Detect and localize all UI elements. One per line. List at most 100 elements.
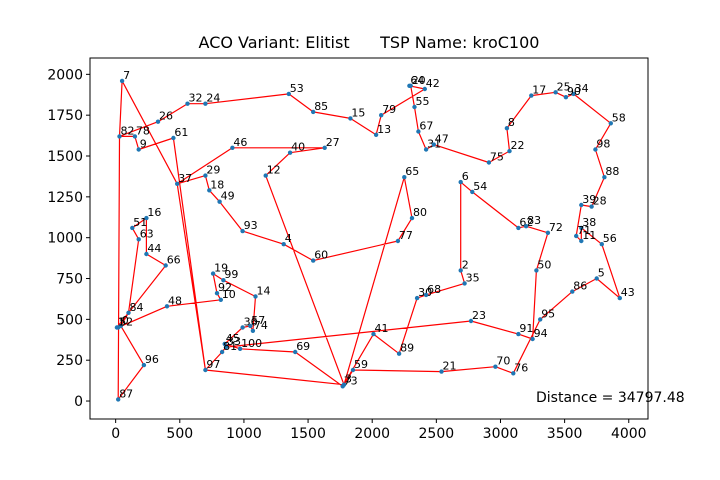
city-label-43: 43 xyxy=(621,286,635,299)
city-label-83: 83 xyxy=(527,214,541,227)
city-label-20: 20 xyxy=(412,74,426,87)
city-label-10: 10 xyxy=(222,288,236,301)
city-label-87: 87 xyxy=(119,387,133,400)
city-node-24 xyxy=(203,101,208,106)
city-label-7: 7 xyxy=(123,69,130,82)
city-node-75 xyxy=(486,160,492,165)
city-node-38 xyxy=(579,225,584,231)
city-node-61 xyxy=(171,135,176,141)
city-node-44 xyxy=(144,251,149,257)
city-label-48: 48 xyxy=(168,294,182,307)
city-label-34: 34 xyxy=(575,82,589,95)
city-node-10 xyxy=(218,297,223,302)
city-node-65 xyxy=(402,175,407,180)
city-node-12 xyxy=(263,173,268,178)
city-label-42: 42 xyxy=(426,77,440,90)
city-node-14 xyxy=(253,294,258,299)
city-label-9: 9 xyxy=(140,138,147,151)
city-node-22 xyxy=(507,148,512,154)
city-node-95 xyxy=(538,317,543,322)
x-tick-label-4000: 4000 xyxy=(611,426,647,442)
city-node-89 xyxy=(396,351,402,356)
city-label-41: 41 xyxy=(375,322,389,335)
city-node-91 xyxy=(516,331,521,337)
city-label-32: 32 xyxy=(189,92,203,105)
city-label-82: 82 xyxy=(121,124,135,137)
city-label-14: 14 xyxy=(257,285,271,298)
city-label-12: 12 xyxy=(267,164,281,177)
city-label-55: 55 xyxy=(416,95,430,108)
city-node-23 xyxy=(468,318,474,324)
city-node-71 xyxy=(574,233,579,239)
y-tick-label-500: 500 xyxy=(56,312,83,328)
city-label-0: 0 xyxy=(122,314,129,327)
city-node-51 xyxy=(130,225,135,231)
city-node-29 xyxy=(203,173,208,178)
city-label-49: 49 xyxy=(221,190,235,203)
y-tick-label-250: 250 xyxy=(56,353,83,369)
city-node-78 xyxy=(132,134,138,139)
y-tick-label-1250: 1250 xyxy=(47,190,83,206)
city-node-94 xyxy=(530,336,535,342)
city-label-91: 91 xyxy=(519,322,533,335)
city-node-26 xyxy=(155,119,161,124)
city-node-62 xyxy=(516,225,521,231)
city-node-41 xyxy=(371,331,376,337)
city-label-8: 8 xyxy=(508,116,515,129)
city-label-62: 62 xyxy=(519,216,533,229)
x-tick-label-0: 0 xyxy=(111,426,120,442)
city-node-27 xyxy=(322,145,327,150)
city-label-17: 17 xyxy=(532,84,546,97)
city-label-79: 79 xyxy=(382,103,396,116)
city-node-74 xyxy=(250,328,256,333)
city-label-51: 51 xyxy=(133,216,147,229)
city-label-67: 67 xyxy=(419,120,433,133)
city-label-58: 58 xyxy=(612,111,626,124)
chart-title: ACO Variant: Elitist TSP Name: kroC100 xyxy=(199,33,540,52)
city-label-57: 57 xyxy=(251,314,265,327)
city-node-35 xyxy=(462,281,467,286)
city-node-60 xyxy=(311,258,316,263)
city-label-78: 78 xyxy=(136,124,150,137)
city-node-79 xyxy=(379,113,384,118)
city-label-95: 95 xyxy=(541,307,555,320)
city-node-77 xyxy=(395,238,401,244)
city-node-55 xyxy=(412,104,417,110)
city-node-66 xyxy=(163,263,168,268)
city-label-3: 3 xyxy=(345,373,352,386)
city-label-71: 71 xyxy=(577,224,591,237)
city-label-16: 16 xyxy=(147,206,161,219)
city-label-65: 65 xyxy=(405,165,419,178)
city-node-48 xyxy=(164,304,170,309)
city-label-53: 53 xyxy=(290,82,304,95)
city-label-93: 93 xyxy=(244,219,258,232)
city-node-16 xyxy=(144,215,149,221)
y-tick-label-1500: 1500 xyxy=(47,149,83,165)
city-label-60: 60 xyxy=(314,249,328,262)
city-label-38: 38 xyxy=(582,216,596,229)
city-node-83 xyxy=(523,224,529,229)
city-label-47: 47 xyxy=(435,133,449,146)
city-node-90 xyxy=(563,95,569,100)
city-node-32 xyxy=(185,101,190,106)
axes-frame xyxy=(89,57,649,420)
city-label-84: 84 xyxy=(130,301,144,314)
city-node-47 xyxy=(431,142,436,147)
city-label-33: 33 xyxy=(227,335,241,348)
city-label-99: 99 xyxy=(224,268,238,281)
city-node-8 xyxy=(504,126,510,131)
city-node-2 xyxy=(458,268,463,273)
city-node-68 xyxy=(423,292,429,298)
y-tick-label-1750: 1750 xyxy=(47,108,83,124)
city-label-88: 88 xyxy=(605,165,619,178)
city-node-73 xyxy=(340,384,345,389)
city-node-43 xyxy=(617,295,622,301)
city-node-21 xyxy=(439,369,444,374)
city-label-22: 22 xyxy=(511,139,525,152)
city-node-28 xyxy=(589,204,594,209)
city-label-77: 77 xyxy=(399,229,413,242)
city-node-82 xyxy=(117,134,122,139)
city-node-88 xyxy=(602,175,607,180)
